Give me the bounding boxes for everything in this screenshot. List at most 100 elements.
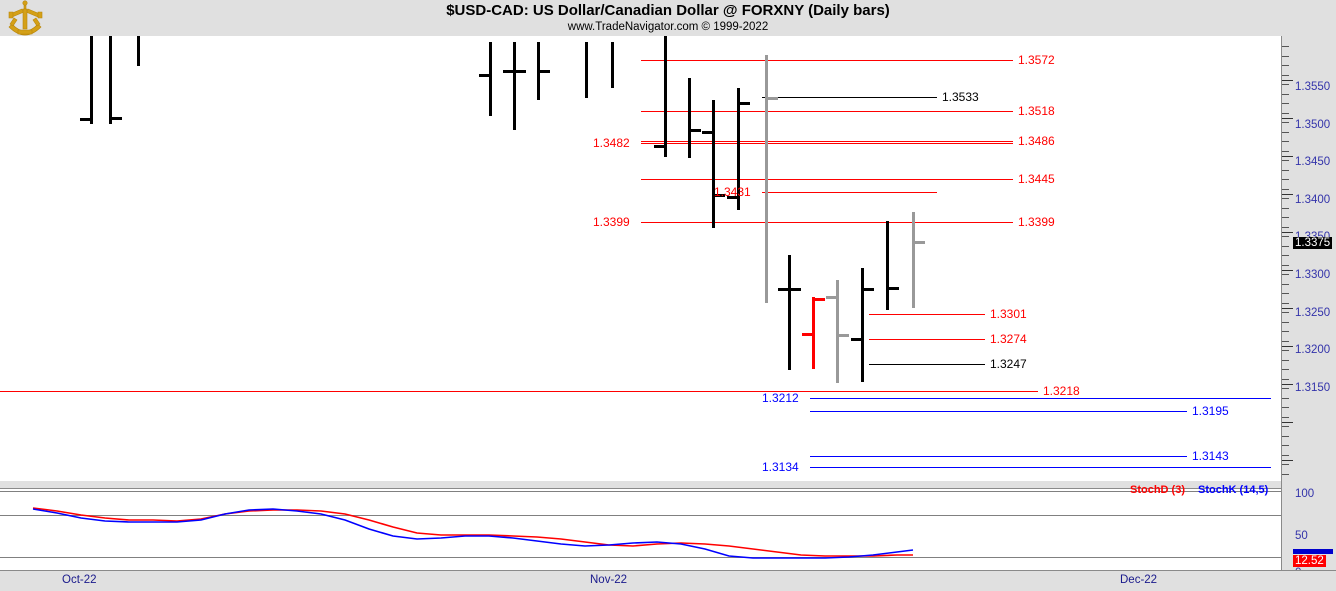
axis-minor-tick (1282, 188, 1289, 190)
date-axis-label: Nov-22 (590, 574, 628, 586)
axis-minor-tick (1282, 350, 1289, 351)
ohlc-bar[interactable] (137, 36, 140, 66)
price-axis[interactable]: 1.35501.35001.34501.34001.33501.33001.32… (1281, 36, 1336, 579)
axis-major-tick (1282, 118, 1293, 119)
bar-open-tick (826, 296, 836, 299)
bar-close-tick (864, 288, 874, 291)
bar-close-tick (815, 298, 825, 301)
axis-major-tick (1282, 384, 1293, 385)
bar-stem (90, 36, 93, 124)
price-chart-pane[interactable]: 1.3572 1.3533 1.3518 1.3482 1.3486 1.3445 1.34… (0, 36, 1281, 481)
bar-open-tick (802, 333, 812, 336)
page-subtitle: www.TradeNavigator.com © 1999-2022 (567, 21, 769, 33)
bar-stem (688, 78, 691, 158)
ohlc-bar[interactable] (80, 36, 93, 124)
bar-open-tick (479, 74, 489, 77)
price-axis-label: 1.3550 (1295, 81, 1331, 93)
axis-minor-tick (1282, 169, 1289, 171)
date-axis-label: Dec-22 (1120, 574, 1158, 586)
axis-minor-tick (1282, 46, 1289, 47)
axis-major-tick (1282, 308, 1293, 309)
axis-minor-tick (1282, 245, 1289, 247)
stochd-value-marker: 12.52 (1293, 555, 1326, 567)
ohlc-bar[interactable] (912, 212, 925, 308)
axis-minor-tick (1282, 226, 1289, 228)
bar-close-tick (768, 97, 778, 100)
ohlc-bar[interactable] (585, 42, 588, 98)
stochd-legend: StochD (3) (1130, 484, 1185, 496)
bar-stem (513, 42, 516, 130)
bar-close-tick (915, 241, 925, 244)
axis-major-tick (1282, 460, 1293, 461)
ohlc-bar[interactable] (851, 268, 874, 382)
ohlc-bar[interactable] (702, 100, 725, 228)
ohlc-bar[interactable] (654, 36, 667, 157)
ohlc-bar[interactable] (802, 297, 825, 369)
date-axis[interactable]: Oct-22 Nov-22 Dec-22 (0, 570, 1336, 591)
ohlc-bar[interactable] (109, 36, 122, 124)
ohlc-bar[interactable] (778, 255, 801, 370)
price-axis-label: 1.3200 (1295, 344, 1331, 357)
level-label: 1.3445 (1018, 172, 1055, 186)
price-axis-label: 1.3500 (1295, 118, 1331, 131)
indicator-scale-label: 50 (1295, 530, 1308, 542)
bar-close-tick (112, 117, 122, 120)
ohlc-bar[interactable] (479, 42, 492, 116)
axis-minor-tick (1282, 283, 1289, 285)
price-axis-label: 1.3300 (1295, 269, 1331, 281)
price-axis-label: 1.3450 (1295, 156, 1331, 169)
axis-major-tick (1282, 156, 1293, 157)
axis-major-tick (1282, 422, 1293, 423)
axis-minor-tick (1282, 302, 1289, 304)
axis-minor-tick (1282, 236, 1289, 237)
level-label: 1.3486 (1018, 134, 1055, 148)
bar-stem (737, 88, 740, 210)
bar-close-tick (839, 334, 849, 337)
bar-open-tick (727, 196, 737, 199)
axis-major-tick (1282, 346, 1293, 347)
axis-minor-tick (1282, 84, 1289, 85)
axis-minor-tick (1282, 407, 1289, 408)
bar-stem (765, 55, 768, 303)
axis-minor-tick (1282, 388, 1289, 389)
bar-open-tick (80, 118, 90, 121)
axis-minor-tick (1282, 454, 1289, 456)
bar-close-tick (540, 70, 550, 73)
axis-minor-tick (1282, 93, 1289, 95)
level-label: 1.3274 (990, 332, 1027, 346)
ohlc-bar[interactable] (886, 221, 899, 310)
axis-minor-tick (1282, 112, 1289, 114)
axis-minor-tick (1282, 435, 1289, 437)
genesis-nautical-logo-icon (4, 0, 48, 42)
axis-minor-tick (1282, 207, 1289, 209)
bar-stem (489, 42, 492, 116)
axis-minor-tick (1282, 65, 1289, 66)
axis-minor-tick (1282, 312, 1289, 313)
level-label: 1.3247 (990, 357, 1027, 371)
ohlc-bar[interactable] (688, 78, 701, 158)
level-label: 1.3143 (1192, 449, 1229, 463)
axis-minor-tick (1282, 274, 1289, 275)
bar-open-tick (702, 131, 712, 134)
stochastic-indicator-pane[interactable] (0, 489, 1281, 570)
axis-minor-tick (1282, 122, 1289, 123)
bar-stem (611, 42, 614, 88)
ohlc-bar[interactable] (537, 42, 550, 100)
ohlc-bar[interactable] (765, 55, 778, 303)
axis-minor-tick (1282, 255, 1289, 256)
bar-close-tick (516, 70, 526, 73)
indicator-scale-label: 100 (1295, 488, 1315, 500)
ohlc-bar[interactable] (611, 42, 614, 88)
level-label: 1.3431 (714, 185, 751, 199)
level-label: 1.3518 (1018, 104, 1055, 118)
bar-open-tick (851, 338, 861, 341)
ohlc-bar[interactable] (503, 42, 526, 130)
bar-stem (712, 100, 715, 228)
ohlc-bar[interactable] (826, 280, 849, 383)
level-label: 1.3134 (762, 460, 799, 474)
axis-minor-tick (1282, 369, 1289, 370)
ohlc-bar[interactable] (727, 88, 750, 210)
level-label: 1.3399 (593, 215, 630, 229)
bar-stem (836, 280, 839, 383)
axis-minor-tick (1282, 464, 1289, 465)
